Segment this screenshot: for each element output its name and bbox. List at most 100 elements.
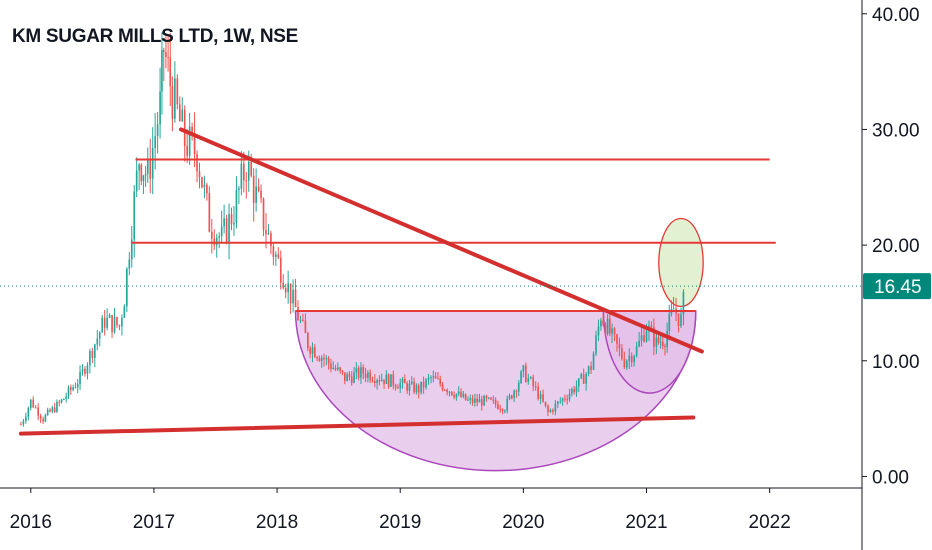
candle [394, 383, 397, 391]
chart-title: KM SUGAR MILLS LTD, 1W, NSE [12, 26, 299, 47]
candle [566, 394, 569, 405]
candle-body [165, 52, 167, 57]
candle-body [106, 317, 108, 328]
candle-body [568, 393, 571, 400]
candle-body [135, 170, 138, 192]
candle [233, 205, 235, 236]
candle-body [240, 163, 243, 189]
candle-body [520, 371, 522, 383]
candle [74, 382, 77, 389]
candle [350, 371, 353, 386]
candle [577, 378, 580, 392]
candle [299, 315, 302, 324]
candle [364, 367, 367, 382]
candle [133, 185, 136, 258]
candle [568, 388, 571, 402]
candle-body [501, 409, 504, 412]
candle-body [464, 393, 467, 400]
candle-body [215, 237, 218, 246]
candle-body [383, 379, 385, 384]
candle-body [260, 190, 262, 199]
candle [123, 304, 126, 318]
candle-body [220, 226, 223, 237]
candle-body [645, 331, 648, 342]
candle-body [653, 327, 655, 347]
candle [79, 365, 81, 391]
candle [406, 381, 408, 394]
candle [434, 372, 437, 379]
candle-body [91, 350, 94, 358]
candle [469, 394, 472, 405]
candle-body [497, 404, 499, 409]
candle-body [302, 319, 304, 321]
candle [341, 370, 344, 376]
x-tick-label: 2020 [502, 512, 544, 533]
candle-body [65, 396, 68, 399]
candle [672, 296, 675, 310]
candle [146, 147, 149, 183]
candle [611, 323, 613, 344]
candle [517, 380, 520, 397]
candle [208, 186, 211, 233]
candle [427, 373, 430, 385]
x-tick-label: 2021 [625, 512, 667, 533]
candle [630, 352, 633, 367]
candle-body [320, 357, 323, 361]
candle-body [337, 367, 339, 370]
candle [198, 162, 201, 189]
candle [353, 366, 355, 384]
candle [81, 364, 84, 376]
candle-body [98, 332, 101, 339]
candle [595, 330, 597, 357]
candle-body [142, 175, 145, 182]
candle-body [430, 377, 432, 379]
candle [257, 178, 260, 193]
candle-body [323, 357, 325, 360]
candle [485, 394, 488, 402]
candle [600, 317, 602, 331]
candle-body [350, 376, 353, 383]
candle [476, 394, 479, 407]
candle-body [408, 383, 411, 391]
candle-body [506, 398, 509, 411]
candle-body [196, 154, 198, 172]
candle-body [74, 387, 77, 389]
candle [373, 374, 376, 388]
candle [453, 391, 455, 400]
candle [327, 355, 330, 370]
candle [121, 314, 123, 336]
candle [27, 406, 30, 421]
candle-body [608, 318, 611, 334]
candle [462, 390, 465, 399]
candle [272, 242, 275, 266]
candle [677, 313, 680, 333]
candle [118, 324, 121, 331]
candle [383, 379, 385, 389]
candle [128, 251, 131, 276]
candle [116, 316, 118, 329]
candle-body [606, 318, 609, 334]
candle [103, 310, 106, 336]
candle-body [159, 91, 161, 125]
candle-body [406, 383, 408, 391]
candle-body [169, 57, 172, 87]
candle [464, 393, 467, 401]
candle-body [339, 367, 342, 371]
candle [404, 374, 406, 384]
candle-body [156, 124, 159, 137]
candle [144, 165, 147, 188]
candle [643, 328, 645, 343]
candle [334, 364, 337, 372]
candle-body [485, 396, 488, 399]
candle-body [63, 398, 65, 400]
candle-body [529, 377, 532, 379]
candle-body [51, 407, 54, 412]
candle [529, 376, 532, 380]
candle-body [434, 376, 437, 379]
candle [392, 370, 395, 390]
candle-body [437, 378, 439, 380]
candle [587, 365, 590, 377]
candle-body [334, 367, 337, 370]
candle-body [630, 355, 633, 363]
